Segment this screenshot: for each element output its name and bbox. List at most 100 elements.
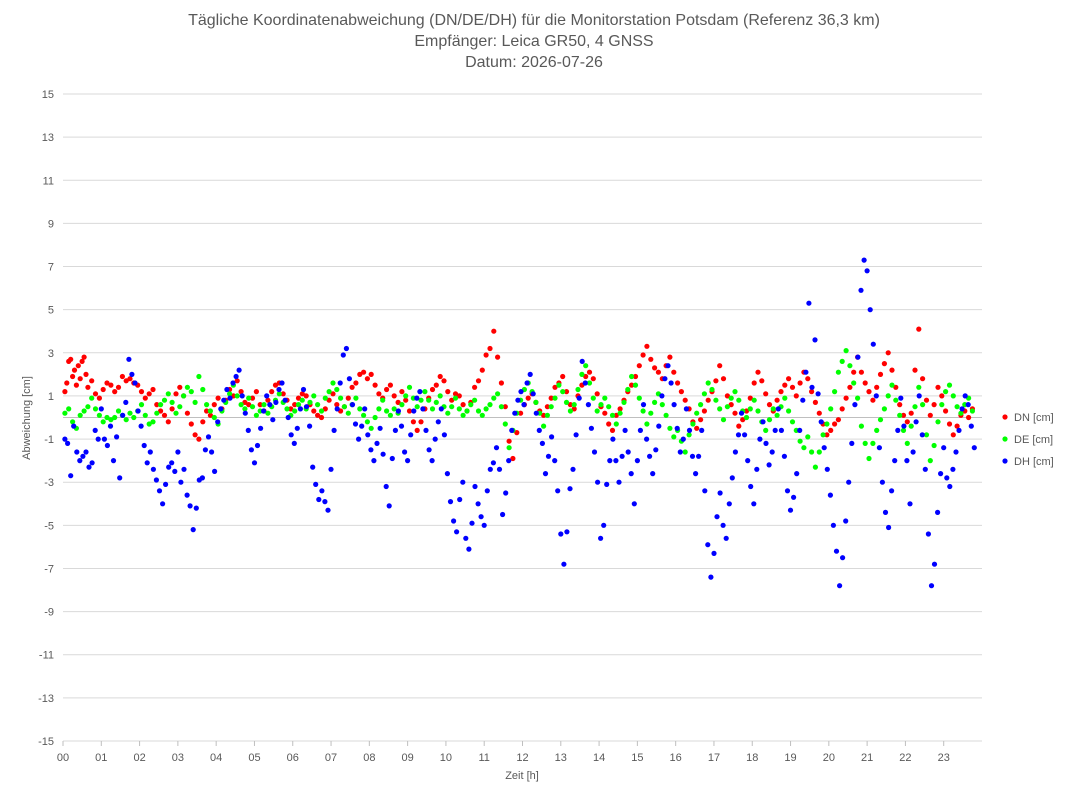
data-point (402, 449, 408, 455)
data-point (953, 449, 959, 455)
data-point (898, 395, 904, 401)
data-point (307, 423, 313, 429)
data-point (862, 380, 868, 386)
data-point (943, 408, 949, 414)
data-point (131, 414, 137, 421)
data-point (901, 423, 907, 429)
data-point (81, 408, 87, 414)
x-tick-label: 17 (708, 752, 720, 764)
data-point (720, 417, 727, 423)
data-point (212, 468, 218, 474)
x-tick-label: 20 (823, 752, 835, 764)
data-point (631, 501, 637, 507)
data-point (881, 406, 888, 412)
data-point (188, 389, 194, 395)
data-point (950, 466, 956, 472)
data-point (613, 458, 619, 464)
data-point (506, 458, 512, 464)
data-point (299, 397, 305, 403)
data-point (525, 395, 531, 401)
data-point (770, 406, 776, 412)
data-point (322, 395, 328, 401)
data-point (662, 376, 668, 382)
data-point (65, 440, 71, 446)
data-point (173, 410, 179, 416)
data-point (70, 373, 76, 380)
data-point (912, 367, 918, 373)
legend-label: DE [cm] (1014, 434, 1053, 446)
data-point (954, 404, 960, 410)
data-point (496, 466, 503, 472)
data-point (668, 380, 674, 386)
data-point (161, 412, 168, 418)
data-point (693, 471, 699, 477)
data-point (119, 373, 125, 380)
data-point (858, 423, 865, 429)
data-point (173, 391, 179, 397)
y-tick-label: 1 (48, 391, 54, 403)
data-point (303, 393, 309, 399)
x-tick-label: 11 (478, 752, 489, 764)
data-point (922, 466, 928, 472)
data-point (475, 378, 482, 384)
data-point (858, 369, 865, 375)
data-point (732, 389, 738, 395)
data-point (570, 466, 576, 472)
data-point (372, 414, 378, 421)
data-point (192, 432, 198, 438)
y-tick-label: 9 (48, 218, 54, 230)
data-point (211, 402, 217, 408)
data-point (931, 402, 937, 408)
data-point (757, 436, 763, 442)
data-point (204, 408, 210, 414)
data-point (207, 408, 213, 414)
data-point (142, 395, 148, 401)
data-point (784, 488, 791, 494)
chart-title: Tägliche Koordinatenabweichung (DN/DE/DH… (188, 12, 880, 29)
data-point (209, 449, 215, 455)
y-tick-label: -3 (44, 477, 54, 489)
data-point (270, 417, 276, 423)
grid-lines (63, 93, 982, 742)
data-point (426, 447, 432, 453)
data-point (720, 376, 727, 382)
data-point (636, 395, 642, 401)
data-point (763, 391, 769, 397)
data-point (316, 496, 322, 503)
data-point (544, 404, 551, 410)
data-point (791, 494, 797, 500)
data-point (916, 393, 922, 399)
data-point (882, 509, 889, 515)
data-point (71, 423, 77, 429)
data-point (318, 408, 325, 414)
data-point (874, 384, 880, 390)
data-point (877, 371, 884, 377)
data-point (536, 427, 542, 433)
data-point (732, 410, 738, 416)
data-point (92, 406, 99, 412)
data-point (491, 395, 497, 401)
data-point (821, 445, 827, 451)
data-point (809, 389, 815, 395)
data-point (123, 399, 129, 405)
data-point (908, 410, 914, 416)
data-point (334, 402, 340, 408)
data-point (717, 406, 723, 412)
data-point (835, 417, 842, 423)
data-point (873, 393, 879, 399)
data-point (498, 380, 504, 386)
data-point (299, 391, 305, 397)
data-point (755, 369, 761, 375)
data-point (781, 453, 788, 459)
data-point (647, 453, 653, 459)
data-point (254, 442, 261, 449)
x-axis-ticks: 00 01 02 03 04 05 06 07 08 09 10 11 12 13 14 15 16 17 18 19… (57, 741, 950, 764)
data-point (870, 341, 876, 347)
data-point (729, 475, 735, 481)
data-point (590, 376, 596, 382)
data-point (230, 380, 236, 386)
x-tick-label: 12 (516, 752, 528, 764)
data-point (495, 354, 501, 360)
data-point (300, 386, 307, 393)
